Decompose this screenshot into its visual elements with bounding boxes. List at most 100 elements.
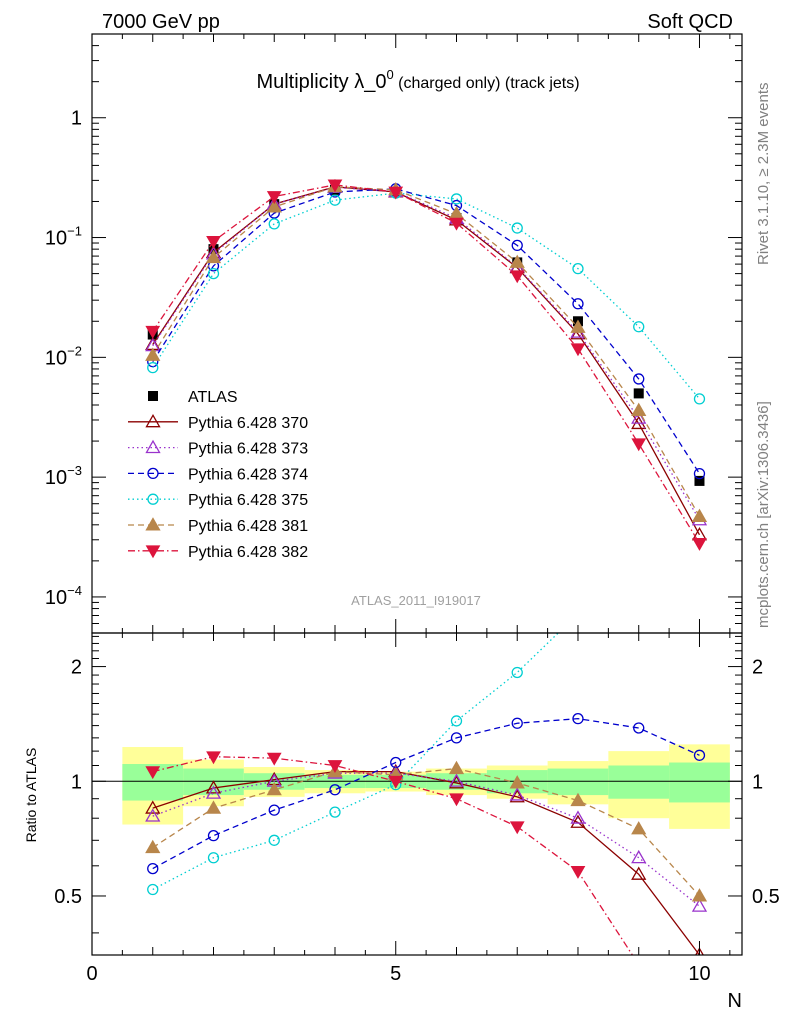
x-tick-label: 10 [688,963,710,985]
ratio-y-tick-label: 2 [71,657,82,679]
header-left-label: 7000 GeV pp [102,11,220,33]
ratio-point [511,717,523,729]
data-point [145,347,161,361]
ratio-series-pythia-6-428-382 [145,751,634,955]
rivet-label: Rivet 3.1.10, ≥ 2.3M events [755,83,772,266]
y-tick-label-base: 10 [45,587,67,609]
legend-label: Pythia 6.428 373 [188,441,308,458]
legend-marker [145,439,161,454]
analysis-label: ATLAS_2011_I919017 [351,593,481,608]
data-point [147,362,159,374]
series-pythia-6-428-370 [145,179,708,541]
ratio-series-pythia-6-428-373 [145,765,708,912]
ratio-band-green [547,768,609,796]
ratio-point [693,749,706,761]
data-point [450,193,463,205]
data-point [570,319,586,333]
ratio-point [631,849,647,864]
data-point [631,438,647,452]
ratio-point [448,773,465,787]
ratio-point [145,766,161,780]
legend-label: Pythia 6.428 375 [188,492,308,509]
ratio-point [145,839,161,854]
legend-item: Pythia 6.428 375 [128,492,308,509]
legend-marker [147,493,159,505]
ratio-point [207,829,220,842]
y-tick-label: 1 [71,108,82,130]
data-point [207,267,220,280]
legend-item: Pythia 6.428 373 [128,439,308,458]
ratio-point [145,800,161,814]
ratio-y-tick-label-right: 2 [752,657,763,679]
ratio-line [152,718,700,870]
data-point [448,205,465,220]
y-tick-label-base: 10 [45,228,67,250]
data-point [388,186,404,200]
mcplots-label: mcplots.cern.ch [arXiv:1306.3436] [755,401,772,628]
ratio-point [450,715,463,727]
ratio-y-tick-label: 1 [71,771,82,793]
data-point [693,393,706,405]
ratio-point [329,806,341,818]
y-tick-label: 10−2 [45,343,82,369]
ratio-point [205,785,222,799]
ratio-point [691,888,708,902]
ratio-point [573,609,583,619]
ratio-ylabel: Ratio to ATLAS [23,748,39,843]
data-point [572,262,584,275]
ratio-point [448,775,465,789]
series-line [152,186,701,517]
ratio-point [570,810,586,824]
x-axis-label: N [728,990,742,1012]
ratio-point [206,751,221,765]
data-point [509,254,525,268]
ratio-point [634,564,644,574]
y-tick-label-exponent: −1 [67,224,82,239]
ratio-point [147,862,159,875]
ratio-series-group [145,564,708,955]
ratio-point [207,852,220,864]
ratio-point [509,787,525,801]
data-point [145,325,161,339]
y-tick-label-base: 10 [45,467,67,489]
legend-marker [145,413,161,428]
y-tick-label: 10−3 [45,463,82,489]
series-line [152,192,700,400]
legend-label: Pythia 6.428 381 [188,518,308,535]
ratio-point [268,834,280,846]
ratio-point [511,666,523,679]
ratio-y-tick-label: 0.5 [54,886,82,908]
main-series-group [145,179,708,551]
ratio-point [572,713,584,725]
legend-item: Pythia 6.428 381 [128,517,308,535]
ratio-y-tick-label-right: 1 [752,771,763,793]
series-line [152,188,701,474]
series-line [152,184,701,544]
ratio-line [152,633,560,891]
data-point [693,467,706,480]
data-point [633,373,645,385]
ratio-series-pythia-6-428-375 [147,564,644,896]
x-tick-label: 5 [390,963,401,985]
y-tick-label: 10−1 [45,224,82,250]
legend-item: Pythia 6.428 374 [128,466,308,483]
axes-group [91,33,743,956]
data-point [570,343,586,357]
ratio-point [448,760,465,775]
data-point [266,199,282,213]
ratio-point [266,752,282,766]
main-title: Multiplicity λ_00 (charged only) (track … [256,67,579,93]
ratio-point [205,800,222,814]
ratio-point [450,732,463,744]
main-title-rest: (charged only) (track jets) [394,75,580,92]
data-point [206,235,221,249]
data-point [205,249,222,264]
data-point [208,244,219,255]
ratio-point [145,808,161,822]
ratio-point [327,760,343,774]
ratio-point [695,947,704,955]
series-pythia-6-428-375 [147,187,706,405]
ratio-point [570,814,586,828]
ratio-point [509,775,525,789]
